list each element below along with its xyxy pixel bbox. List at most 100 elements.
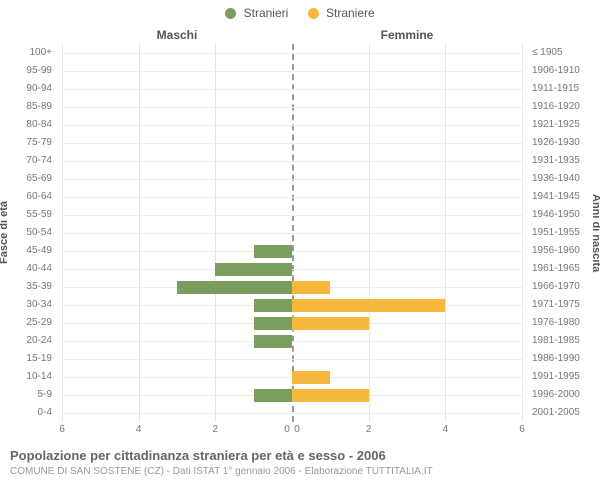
pyramid-row [62,98,522,116]
legend-label-male: Stranieri [244,6,289,20]
y-label-birth: 1931-1935 [528,152,594,170]
y-label-age: 60-64 [0,188,56,206]
y-label-age: 85-89 [0,98,56,116]
y-label-birth: 1976-1980 [528,314,594,332]
pyramid-row [62,314,522,332]
pyramid-row [62,116,522,134]
y-label-birth: 1946-1950 [528,206,594,224]
pyramid-row [62,278,522,296]
pyramid-row [62,206,522,224]
y-label-age: 65-69 [0,170,56,188]
y-label-birth: 1951-1955 [528,224,594,242]
bar-female [292,299,445,312]
y-label-birth: 1986-1990 [528,350,594,368]
column-title-female: Femmine [292,28,522,42]
pyramid-row [62,350,522,368]
x-tick-label: 6 [59,424,65,435]
y-label-age: 5-9 [0,386,56,404]
y-label-age: 80-84 [0,116,56,134]
bar-male [254,389,292,402]
y-label-age: 0-4 [0,404,56,422]
y-label-birth: 2001-2005 [528,404,594,422]
y-label-birth: 1936-1940 [528,170,594,188]
bar-female [292,389,369,402]
bar-male [177,281,292,294]
x-tick-label: 4 [443,424,449,435]
x-tick-label: 0 [284,424,290,435]
pyramid-row [62,386,522,404]
y-label-age: 15-19 [0,350,56,368]
y-label-age: 30-34 [0,296,56,314]
pyramid-row [62,188,522,206]
pyramid-row [62,134,522,152]
y-label-age: 25-29 [0,314,56,332]
pyramid-row [62,152,522,170]
y-label-age: 50-54 [0,224,56,242]
x-tick-label: 0 [294,424,300,435]
y-label-age: 45-49 [0,242,56,260]
column-title-male: Maschi [62,28,292,42]
y-label-birth: 1961-1965 [528,260,594,278]
gridline-vertical [522,44,523,422]
y-label-birth: 1991-1995 [528,368,594,386]
y-label-age: 75-79 [0,134,56,152]
y-label-birth: 1916-1920 [528,98,594,116]
bar-male [254,317,292,330]
pyramid-row [62,242,522,260]
y-label-birth: 1966-1970 [528,278,594,296]
chart-subtitle: COMUNE DI SAN SOSTENE (CZ) - Dati ISTAT … [10,466,433,477]
y-label-birth: 1996-2000 [528,386,594,404]
y-label-age: 100+ [0,44,56,62]
bar-male [254,245,292,258]
y-axis-right-labels: ≤ 19051906-19101911-19151916-19201921-19… [528,44,594,422]
y-label-birth: 1906-1910 [528,62,594,80]
legend-swatch-male [225,8,236,19]
pyramid-row [62,404,522,422]
pyramid-row [62,368,522,386]
pyramid-row [62,224,522,242]
bar-female [292,317,369,330]
legend-swatch-female [308,8,319,19]
x-tick-label: 2 [213,424,219,435]
bar-female [292,371,330,384]
y-label-birth: 1956-1960 [528,242,594,260]
y-label-birth: ≤ 1905 [528,44,594,62]
y-label-birth: 1921-1925 [528,116,594,134]
pyramid-row [62,62,522,80]
y-label-age: 10-14 [0,368,56,386]
pyramid-chart: Stranieri Straniere Maschi Femmine Fasce… [0,0,600,500]
pyramid-row [62,80,522,98]
y-label-birth: 1926-1930 [528,134,594,152]
y-label-age: 95-99 [0,62,56,80]
chart-title: Popolazione per cittadinanza straniera p… [10,448,386,463]
y-label-birth: 1981-1985 [528,332,594,350]
x-axis-labels: 6 4 2 00 2 4 6 [62,424,522,438]
y-label-age: 20-24 [0,332,56,350]
bar-male [215,263,292,276]
bar-female [292,281,330,294]
x-tick-label: 6 [519,424,525,435]
pyramid-row [62,332,522,350]
legend-item-female: Straniere [308,6,375,20]
y-label-age: 40-44 [0,260,56,278]
legend-item-male: Stranieri [225,6,288,20]
plot-area [62,44,522,422]
y-axis-left-labels: 100+95-9990-9485-8980-8475-7970-7465-696… [0,44,56,422]
x-tick-label: 4 [136,424,142,435]
y-label-age: 35-39 [0,278,56,296]
x-tick-label: 2 [366,424,372,435]
pyramid-row [62,44,522,62]
y-label-age: 90-94 [0,80,56,98]
y-label-birth: 1971-1975 [528,296,594,314]
bar-male [254,299,292,312]
y-label-birth: 1941-1945 [528,188,594,206]
legend: Stranieri Straniere [0,6,600,20]
y-label-age: 70-74 [0,152,56,170]
pyramid-row [62,260,522,278]
pyramid-row [62,170,522,188]
bar-male [254,335,292,348]
pyramid-row [62,296,522,314]
y-label-age: 55-59 [0,206,56,224]
legend-label-female: Straniere [326,6,375,20]
y-label-birth: 1911-1915 [528,80,594,98]
